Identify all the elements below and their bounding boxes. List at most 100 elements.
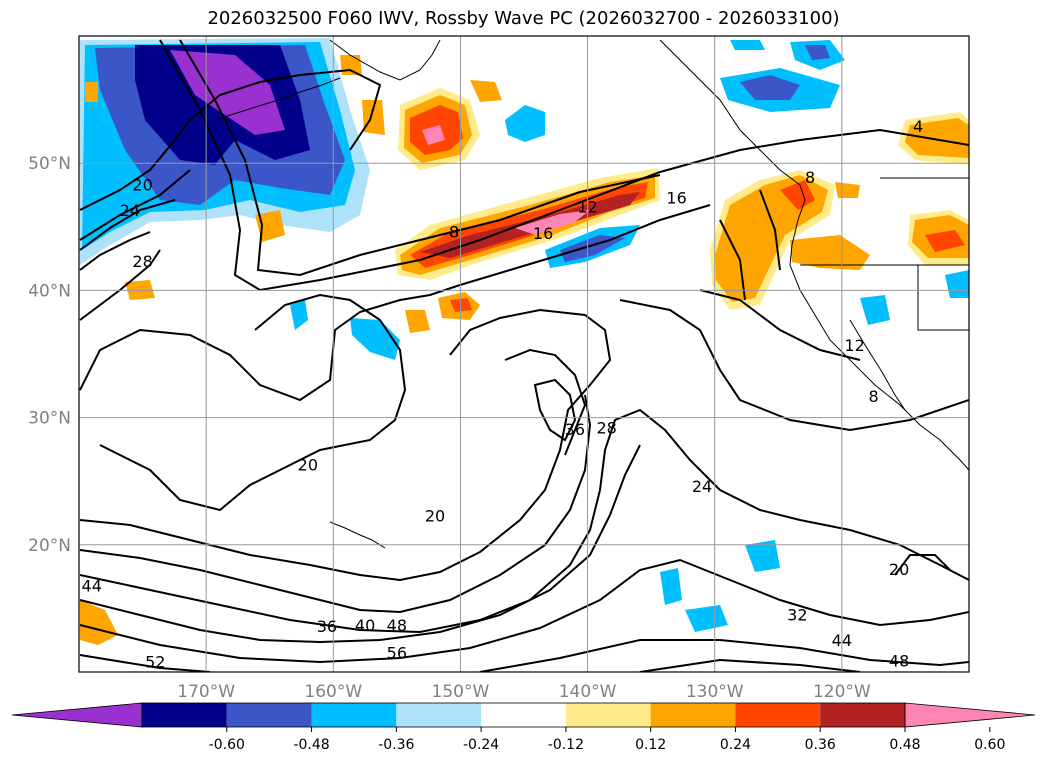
iwv-contour-line [79, 199, 176, 251]
lon-tick-label: 120°W [813, 682, 871, 702]
colorbar-tick-label: -0.12 [548, 737, 584, 753]
iwv-contour-line [619, 299, 969, 432]
lat-tick-label: 30°N [28, 409, 71, 429]
positive-anomaly-patch [85, 82, 98, 102]
iwv-contour-line [99, 293, 407, 512]
contour-label: 36 [565, 420, 585, 439]
colorbar-tick-label: 0.48 [889, 737, 920, 753]
iwv-contour-line [894, 554, 951, 576]
contour-label: 44 [832, 631, 852, 650]
negative-anomaly-patch [945, 270, 969, 298]
contour-label: 8 [805, 168, 815, 187]
contour-label: 32 [787, 606, 807, 625]
coastline-alaska [329, 39, 441, 81]
colorbar-tick-label: 0.24 [720, 737, 751, 753]
colorbar-tick-label: -0.36 [378, 737, 414, 753]
positive-anomaly-patch [925, 230, 965, 252]
negative-anomaly-patch [730, 40, 765, 50]
latitude-labels: 50°N 40°N 30°N 20°N [28, 154, 71, 556]
iwv-contour-line [79, 444, 641, 644]
positive-anomaly-patch [835, 182, 860, 198]
contour-label: 16 [666, 188, 686, 207]
map-title: 2026032500 F060 IWV, Rossby Wave PC (202… [207, 8, 840, 29]
colorbar-tick-label: -0.48 [293, 737, 329, 753]
lon-tick-label: 150°W [432, 682, 490, 702]
longitude-labels: 170°W 160°W 150°W 140°W 130°W 120°W [177, 682, 871, 702]
iwv-contour-line [79, 249, 161, 321]
contour-label: 8 [869, 387, 879, 406]
lon-tick-label: 170°W [177, 682, 235, 702]
contour-label: 36 [317, 617, 337, 636]
colorbar-frame [141, 702, 906, 728]
colorbar-swatch [311, 703, 397, 727]
contour-label: 56 [387, 644, 407, 663]
colorbar-swatch [396, 703, 482, 727]
positive-anomaly-patch [255, 210, 285, 242]
iwv-contour-line [639, 658, 861, 672]
iwv-contour-line [699, 289, 861, 361]
lat-tick-label: 20°N [28, 536, 71, 556]
positive-anomaly-patch [790, 235, 870, 270]
colorbar: -0.60 -0.48 -0.36 -0.24 -0.12 0.12 0.24 0.36 0.4… [11, 702, 1036, 753]
colorbar-swatch [142, 703, 227, 727]
colorbar-swatch [735, 703, 821, 727]
iwv-contour-line [159, 39, 969, 292]
iwv-shading [80, 38, 969, 645]
lat-tick-label: 40°N [28, 281, 71, 301]
iwv-contour-line [79, 654, 211, 672]
coastline-hawaii [329, 521, 386, 549]
iwv-contour-line [479, 639, 969, 672]
negative-anomaly-patch [685, 605, 728, 632]
negative-anomaly-patch [740, 75, 800, 100]
colorbar-tick-label: 0.60 [974, 737, 1005, 753]
colorbar-extend-high [904, 702, 1036, 728]
iwv-contour-line [533, 378, 577, 442]
coastline-baja [849, 319, 906, 411]
positive-anomaly-band [515, 210, 590, 235]
negative-anomaly-patch [660, 568, 682, 605]
lon-tick-label: 160°W [304, 682, 362, 702]
iwv-contour-line [719, 219, 746, 301]
contour-label: 44 [82, 576, 102, 595]
negative-anomaly-patch [350, 318, 400, 360]
lon-tick-label: 140°W [559, 682, 617, 702]
iwv-contour-line [79, 558, 969, 664]
negative-anomaly-patch [745, 540, 780, 572]
map-frame [78, 35, 970, 673]
contour-label: 8 [449, 223, 459, 242]
coastline-aleutians [214, 77, 341, 121]
positive-anomaly-patch [780, 180, 815, 210]
negative-anomaly-patch [290, 300, 308, 330]
colorbar-swatch [565, 703, 651, 727]
negative-anomaly-patch [560, 235, 625, 262]
contour-label: 12 [577, 197, 597, 216]
lon-tick-label: 130°W [686, 682, 744, 702]
contour-label: 48 [387, 616, 407, 635]
positive-anomaly-patch [362, 100, 385, 135]
negative-anomaly-patch [860, 295, 890, 325]
negative-anomaly-patch [805, 45, 830, 60]
positive-anomaly-patch [80, 600, 118, 645]
colorbar-tick-label: -0.24 [463, 737, 499, 753]
colorbar-swatch [820, 703, 905, 727]
contour-label: 28 [132, 252, 152, 271]
contour-label: 48 [889, 651, 909, 670]
contour-label: 12 [844, 336, 864, 355]
colorbar-tick-label: 0.36 [805, 737, 836, 753]
lat-tick-label: 50°N [28, 154, 71, 174]
contour-label: 24 [692, 477, 712, 496]
positive-anomaly-patch [405, 310, 430, 333]
positive-anomaly-patch [470, 80, 502, 102]
contour-label: 40 [355, 616, 375, 635]
positive-anomaly-patch [422, 125, 445, 145]
colorbar-swatch [650, 703, 736, 727]
iwv-contour-line [79, 68, 382, 211]
contour-label: 20 [132, 176, 152, 195]
colorbar-swatch [481, 703, 566, 727]
colorbar-tick-label: -0.60 [209, 737, 245, 753]
state-border [917, 265, 969, 331]
iwv-contours [79, 39, 969, 672]
colorbar-swatch [226, 703, 312, 727]
